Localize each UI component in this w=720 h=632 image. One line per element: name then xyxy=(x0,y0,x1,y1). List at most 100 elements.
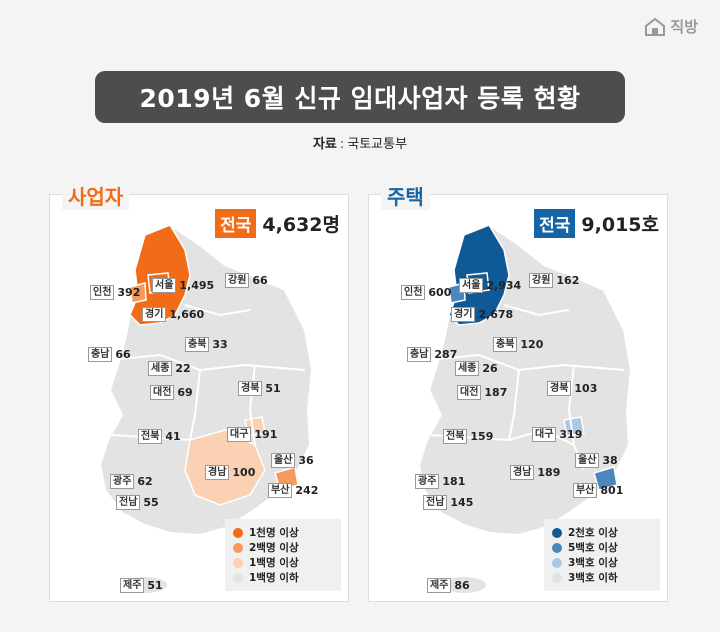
region-name: 대구 xyxy=(227,427,252,442)
region-ulsan: 울산 36 xyxy=(271,453,314,468)
legend-dot xyxy=(233,572,243,583)
legend-label: 1백명 이상 xyxy=(249,557,299,569)
region-ulsan: 울산 38 xyxy=(575,453,618,468)
region-gyeongnam: 경남 189 xyxy=(510,465,560,480)
housing-panel: 주택 전국 9,015호 인천 600 서울 2,934 강원 162 경기 2,678… xyxy=(368,181,668,602)
region-name: 경남 xyxy=(205,465,230,480)
region-name: 충남 xyxy=(88,347,113,362)
region-daegu: 대구 319 xyxy=(532,427,582,442)
legend-dot xyxy=(233,557,243,568)
region-gwangju: 광주 181 xyxy=(415,474,465,489)
legend-item: 5백호 이상 xyxy=(552,540,652,555)
region-name: 세종 xyxy=(148,361,173,376)
region-chungbuk: 충북 120 xyxy=(493,337,543,352)
region-name: 인천 xyxy=(401,285,426,300)
region-name: 광주 xyxy=(415,474,440,489)
region-value: 26 xyxy=(482,362,498,375)
region-jeonbuk: 전북 41 xyxy=(138,429,181,444)
legend-label: 2천호 이상 xyxy=(568,527,618,539)
region-value: 66 xyxy=(115,348,131,361)
legend-item: 2백명 이상 xyxy=(233,540,333,555)
region-value: 66 xyxy=(252,274,268,287)
legend-label: 3백호 이하 xyxy=(568,572,618,584)
region-daejeon: 대전 69 xyxy=(150,385,193,400)
region-name: 경북 xyxy=(238,381,263,396)
page-title: 2019년 6월 신규 임대사업자 등록 현황 xyxy=(95,71,625,123)
region-sejong: 세종 26 xyxy=(455,361,498,376)
region-value: 189 xyxy=(537,466,561,479)
region-incheon: 인천 392 xyxy=(90,285,140,300)
region-value: 41 xyxy=(165,430,181,443)
business-title: 사업자 xyxy=(62,181,130,210)
legend-item: 3백호 이상 xyxy=(552,555,652,570)
region-incheon: 인천 600 xyxy=(401,285,451,300)
region-jeonnam: 전남 145 xyxy=(423,495,473,510)
region-value: 801 xyxy=(600,484,624,497)
region-value: 187 xyxy=(484,386,508,399)
housing-title: 주택 xyxy=(381,181,430,210)
region-value: 51 xyxy=(147,579,163,592)
legend-label: 2백명 이상 xyxy=(249,542,299,554)
region-value: 69 xyxy=(177,386,193,399)
region-value: 319 xyxy=(559,428,583,441)
region-name: 전남 xyxy=(116,495,141,510)
region-name: 대구 xyxy=(532,427,557,442)
region-name: 강원 xyxy=(225,273,250,288)
business-total-value: 4,632명 xyxy=(262,214,340,236)
region-jeju: 제주 86 xyxy=(427,578,470,593)
legend-label: 5백호 이상 xyxy=(568,542,618,554)
business-total: 전국 4,632명 xyxy=(215,209,340,238)
region-name: 강원 xyxy=(529,273,554,288)
region-sejong: 세종 22 xyxy=(148,361,191,376)
logo: 직방 xyxy=(644,16,698,37)
legend-dot xyxy=(552,572,562,583)
region-jeonnam: 전남 55 xyxy=(116,495,159,510)
region-value: 22 xyxy=(175,362,191,375)
region-value: 162 xyxy=(556,274,580,287)
region-gyeongnam: 경남 100 xyxy=(205,465,255,480)
housing-legend: 2천호 이상 5백호 이상 3백호 이상 3백호 이하 xyxy=(544,519,660,591)
region-value: 145 xyxy=(450,496,474,509)
region-value: 103 xyxy=(574,382,598,395)
legend-label: 3백호 이상 xyxy=(568,557,618,569)
legend-dot xyxy=(233,542,243,553)
housing-total: 전국 9,015호 xyxy=(534,209,659,238)
legend-item: 3백호 이하 xyxy=(552,570,652,585)
legend-dot xyxy=(552,527,562,538)
region-value: 1,495 xyxy=(179,279,215,292)
legend-item: 1백명 이하 xyxy=(233,570,333,585)
region-value: 159 xyxy=(470,430,494,443)
region-name: 인천 xyxy=(90,285,115,300)
business-panel: 사업자 전국 4,632명 인천 392 서울 1,495 강원 66 경기 1,660… xyxy=(49,181,349,602)
region-name: 서울 xyxy=(459,278,484,293)
region-jeonbuk: 전북 159 xyxy=(443,429,493,444)
region-value: 600 xyxy=(428,286,452,299)
legend-label: 1백명 이하 xyxy=(249,572,299,584)
region-name: 대전 xyxy=(457,385,482,400)
legend-dot xyxy=(552,542,562,553)
region-gwangju: 광주 62 xyxy=(110,474,153,489)
housing-total-value: 9,015호 xyxy=(581,214,659,236)
region-busan: 부산 242 xyxy=(268,483,318,498)
region-name: 광주 xyxy=(110,474,135,489)
region-name: 경기 xyxy=(451,307,476,322)
legend-item: 2천호 이상 xyxy=(552,525,652,540)
region-value: 181 xyxy=(442,475,466,488)
region-name: 전남 xyxy=(423,495,448,510)
logo-text: 직방 xyxy=(670,18,698,36)
region-name: 경남 xyxy=(510,465,535,480)
region-name: 서울 xyxy=(152,278,177,293)
region-name: 제주 xyxy=(427,578,452,593)
region-value: 33 xyxy=(212,338,228,351)
region-name: 울산 xyxy=(271,453,296,468)
legend-dot xyxy=(552,557,562,568)
region-value: 55 xyxy=(143,496,159,509)
incheon-shape xyxy=(129,282,147,304)
region-value: 242 xyxy=(295,484,319,497)
region-chungnam: 충남 287 xyxy=(407,347,457,362)
region-value: 62 xyxy=(137,475,153,488)
region-name: 부산 xyxy=(268,483,293,498)
region-busan: 부산 801 xyxy=(573,483,623,498)
region-value: 100 xyxy=(232,466,256,479)
region-value: 2,678 xyxy=(478,308,514,321)
